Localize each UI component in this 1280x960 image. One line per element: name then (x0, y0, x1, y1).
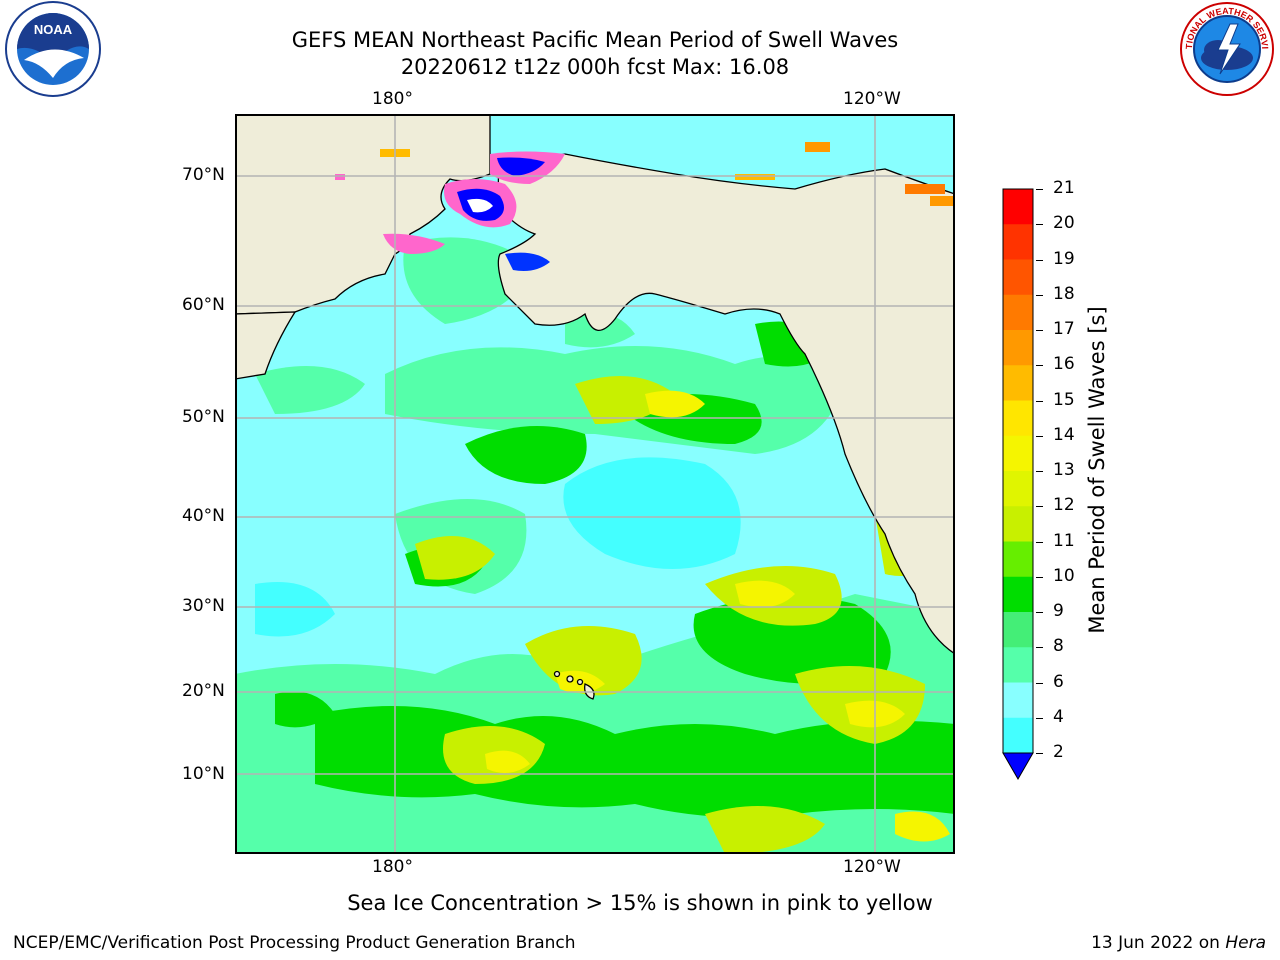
lat-label-20n: 20°N (182, 681, 225, 701)
map-svg (235, 114, 955, 854)
colorbar-tick-mark (1036, 259, 1043, 261)
colorbar-tick-label: 9 (1053, 601, 1064, 621)
lat-label-60n: 60°N (182, 295, 225, 315)
colorbar-tick-mark (1036, 365, 1043, 367)
colorbar-svg (1002, 188, 1034, 781)
footer-host: Hera (1225, 933, 1266, 953)
colorbar-tick-label: 20 (1053, 213, 1075, 234)
lon-label-top-180: 180° (372, 89, 413, 109)
colorbar-segment (1003, 541, 1033, 578)
lat-label-10n: 10°N (182, 764, 225, 784)
colorbar-tick-mark (1036, 471, 1043, 472)
colorbar-tick-label: 15 (1053, 389, 1075, 410)
colorbar-segment (1003, 400, 1033, 437)
footer-date: 13 Jun 2022 on (1091, 933, 1226, 953)
colorbar-tick-label: 18 (1053, 283, 1075, 304)
lat-label-30n: 30°N (182, 596, 225, 616)
colorbar-tick-mark (1036, 506, 1043, 508)
colorbar-tick-mark (1036, 612, 1043, 613)
lon-label-top-120w: 120°W (843, 89, 901, 109)
noaa-logo: NOAA (4, 0, 102, 98)
colorbar-tick-mark (1036, 400, 1043, 402)
colorbar-tick-mark (1036, 435, 1043, 437)
colorbar-segment (1003, 259, 1033, 296)
colorbar-tick-mark (1036, 753, 1043, 754)
colorbar-tick-mark (1036, 294, 1043, 296)
lat-label-50n: 50°N (182, 407, 225, 427)
colorbar-segment (1003, 224, 1033, 260)
footer-right: 13 Jun 2022 on Hera (1091, 933, 1266, 953)
colorbar-tick-mark (1036, 576, 1043, 578)
lon-label-bottom-120w: 120°W (843, 857, 901, 877)
colorbar-segment (1003, 576, 1033, 613)
colorbar-segment (1003, 365, 1033, 401)
colorbar-segment (1003, 294, 1033, 331)
colorbar-segment (1003, 330, 1033, 366)
colorbar-segment (1003, 647, 1033, 683)
colorbar-tick-label: 12 (1053, 495, 1075, 516)
swell-14s-regions (485, 390, 950, 842)
colorbar-tick-label: 4 (1053, 706, 1064, 727)
colorbar-tick-mark (1036, 330, 1043, 331)
graticule (235, 114, 955, 854)
noaa-logo-text: NOAA (34, 22, 73, 37)
colorbar-tick-label: 13 (1053, 460, 1075, 480)
colorbar-tick-label: 6 (1053, 671, 1064, 692)
colorbar-segment (1003, 435, 1033, 472)
lat-label-70n: 70°N (182, 165, 225, 185)
map-panel (235, 114, 955, 854)
land-masses (235, 114, 955, 700)
colorbar-under-arrow (1002, 752, 1034, 781)
colorbar-title: Mean Period of Swell Waves [s] (1085, 306, 1109, 634)
colorbar-tick-mark (1036, 717, 1043, 719)
colorbar-tick-label: 17 (1053, 319, 1075, 339)
colorbar-tick-mark (1036, 647, 1043, 649)
colorbar-segment (1003, 189, 1033, 225)
colorbar (1000, 185, 1036, 785)
colorbar-tick-label: 10 (1053, 565, 1075, 586)
colorbar-tick-label: 14 (1053, 424, 1075, 445)
chart-title: GEFS MEAN Northeast Pacific Mean Period … (291, 28, 899, 52)
nws-logo: NATIONAL WEATHER SERVICE (1175, 0, 1276, 98)
colorbar-tick-label: 11 (1053, 530, 1075, 551)
colorbar-segment (1003, 682, 1033, 719)
lat-label-40n: 40°N (182, 506, 225, 526)
colorbar-tick-mark (1036, 189, 1043, 190)
colorbar-tick-mark (1036, 541, 1043, 543)
colorbar-tick-mark (1036, 224, 1043, 226)
colorbar-tick-label: 2 (1053, 742, 1064, 762)
footer-left: NCEP/EMC/Verification Post Processing Pr… (13, 933, 576, 953)
colorbar-tick-mark (1036, 682, 1043, 684)
colorbar-frame (1002, 188, 1034, 754)
sea-ice-note: Sea Ice Concentration > 15% is shown in … (347, 891, 933, 915)
colorbar-segment (1003, 506, 1033, 542)
lon-label-bottom-180: 180° (372, 857, 413, 877)
colorbar-tick-label: 16 (1053, 354, 1075, 375)
map-frame (235, 114, 955, 854)
colorbar-segment (1003, 717, 1033, 754)
colorbar-tick-label: 21 (1053, 178, 1075, 198)
colorbar-segment (1003, 612, 1033, 648)
chart-subtitle: 20220612 t12z 000h fcst Max: 16.08 (400, 55, 790, 79)
colorbar-tick-label: 8 (1053, 636, 1064, 657)
colorbar-tick-label: 19 (1053, 248, 1075, 269)
colorbar-segment (1003, 471, 1033, 507)
